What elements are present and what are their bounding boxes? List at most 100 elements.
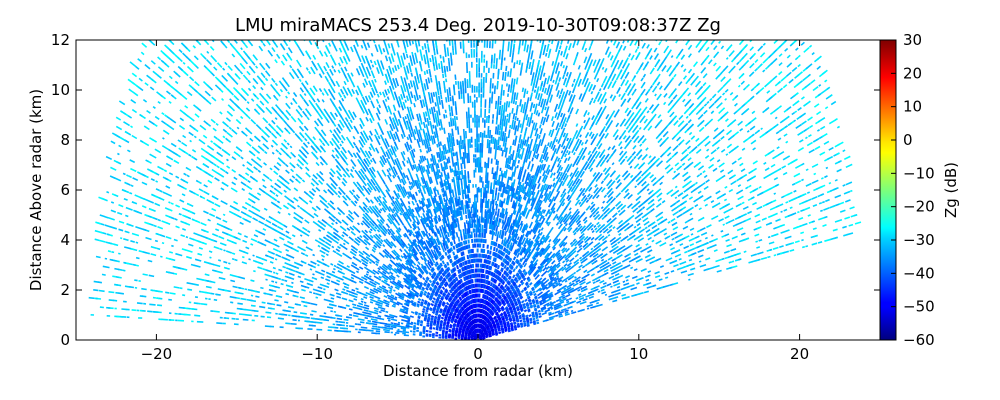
radar-gate bbox=[655, 257, 662, 262]
radar-gate bbox=[740, 232, 746, 236]
radar-gate bbox=[795, 0, 800, 2]
radar-gate bbox=[611, 243, 618, 249]
radar-gate bbox=[768, 0, 774, 3]
radar-gate bbox=[636, 170, 643, 176]
radar-gate bbox=[687, 217, 694, 222]
radar-gate bbox=[588, 241, 594, 246]
radar-gate bbox=[511, 314, 515, 318]
radar-gate bbox=[598, 275, 602, 279]
radar-gate bbox=[606, 218, 612, 223]
radar-gate bbox=[561, 296, 566, 300]
radar-gate bbox=[522, 320, 527, 323]
radar-gate bbox=[798, 201, 804, 206]
radar-gate bbox=[715, 65, 722, 72]
radar-gate bbox=[781, 165, 787, 169]
radar-gate bbox=[760, 127, 763, 131]
radar-gate bbox=[561, 247, 566, 252]
radar-gate bbox=[815, 137, 820, 141]
radar-gate bbox=[647, 0, 649, 3]
radar-gate bbox=[794, 110, 798, 114]
radar-gate bbox=[512, 321, 517, 325]
radar-gate bbox=[755, 240, 759, 243]
radar-gate bbox=[647, 249, 653, 254]
radar-gate bbox=[772, 246, 779, 250]
radar-gate bbox=[821, 133, 828, 138]
radar-gate bbox=[553, 8, 554, 13]
radar-gate bbox=[531, 157, 534, 162]
radar-gate bbox=[683, 245, 690, 250]
radar-gate bbox=[527, 296, 531, 300]
radar-gate bbox=[513, 309, 517, 313]
radar-gate bbox=[776, 0, 782, 4]
radar-gate bbox=[621, 293, 627, 297]
radar-gate bbox=[540, 270, 548, 277]
radar-gate bbox=[494, 332, 499, 335]
radar-gate bbox=[782, 155, 791, 161]
radar-gate bbox=[519, 295, 523, 299]
radar-gate bbox=[584, 273, 590, 278]
radar-gate bbox=[513, 311, 518, 315]
radar-gate bbox=[541, 311, 547, 316]
radar-gate bbox=[853, 213, 858, 217]
radar-gate bbox=[687, 247, 695, 253]
radar-gate bbox=[670, 232, 675, 237]
radar-gate bbox=[774, 233, 779, 237]
radar-gate bbox=[791, 66, 798, 73]
radar-gate bbox=[773, 226, 777, 230]
radar-gate bbox=[526, 319, 530, 323]
radar-gate bbox=[514, 327, 518, 331]
radar-gate bbox=[559, 287, 564, 291]
radar-gate bbox=[504, 328, 508, 331]
radar-gate bbox=[634, 0, 636, 1]
radar-gate bbox=[563, 287, 567, 291]
radar-gate bbox=[715, 190, 721, 195]
radar-gate bbox=[653, 5, 656, 11]
radar-gate bbox=[516, 190, 520, 196]
radar-gate bbox=[610, 190, 614, 196]
radar-gate bbox=[783, 133, 788, 137]
radar-gate bbox=[711, 234, 714, 237]
radar-gate bbox=[485, 264, 489, 269]
radar-gate bbox=[820, 193, 825, 196]
radar-gate bbox=[681, 148, 688, 155]
radar-gate bbox=[545, 319, 549, 322]
radar-gate bbox=[638, 276, 644, 281]
radar-gate bbox=[557, 249, 561, 253]
radar-gate bbox=[655, 0, 659, 7]
radar-gate bbox=[807, 116, 813, 122]
radar-gate bbox=[720, 4, 722, 6]
radar-gate bbox=[566, 286, 572, 291]
radar-gate bbox=[792, 2, 796, 6]
radar-gate bbox=[731, 160, 737, 165]
radar-gate bbox=[647, 236, 652, 241]
radar-gate bbox=[627, 214, 635, 221]
radar-gate bbox=[820, 209, 823, 213]
radar-gate bbox=[500, 262, 504, 267]
radar-gate bbox=[557, 255, 565, 263]
radar-gate bbox=[558, 298, 562, 301]
radar-gate bbox=[811, 242, 818, 246]
radar-gate bbox=[536, 279, 541, 284]
radar-gate bbox=[704, 154, 710, 159]
radar-gate bbox=[768, 40, 770, 41]
radar-gate bbox=[759, 52, 766, 58]
radar-gate bbox=[614, 212, 618, 216]
radar-gate bbox=[702, 8, 706, 13]
radar-gate bbox=[545, 284, 553, 290]
radar-gate bbox=[606, 263, 612, 269]
radar-gate bbox=[697, 115, 702, 120]
radar-gate bbox=[488, 260, 491, 265]
radar-gate bbox=[504, 248, 508, 253]
radar-gate bbox=[703, 103, 708, 107]
radar-gate bbox=[509, 176, 512, 181]
radar-gate bbox=[557, 290, 562, 294]
radar-gate bbox=[537, 291, 543, 297]
radar-gate bbox=[825, 166, 829, 170]
radar-gate bbox=[489, 201, 492, 209]
radar-gate bbox=[688, 131, 693, 136]
radar-gate bbox=[799, 224, 804, 228]
radar-gate bbox=[532, 303, 537, 307]
radar-gate bbox=[536, 305, 541, 309]
radar-gate bbox=[549, 276, 555, 281]
radar-gate bbox=[574, 4, 576, 10]
